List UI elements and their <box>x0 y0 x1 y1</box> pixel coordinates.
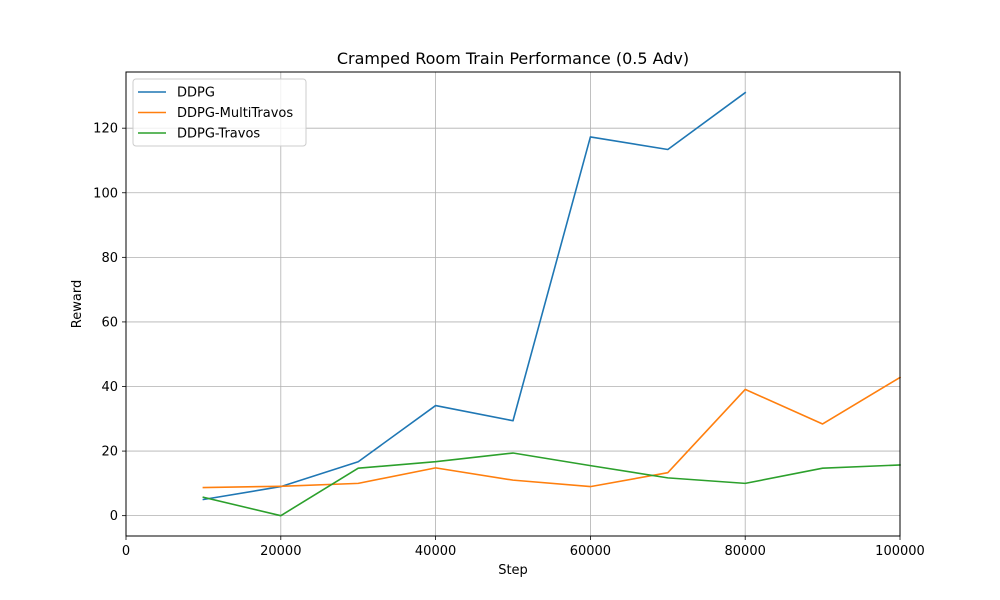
legend-label: DDPG <box>177 86 215 101</box>
plot-frame <box>125 71 901 537</box>
y-tick-label: 120 <box>93 122 118 137</box>
x-tick-label: 60000 <box>570 544 611 559</box>
series-line-ddpg <box>202 91 747 501</box>
y-axis-ticks: 0 20 40 60 80 100 120 <box>93 122 126 524</box>
y-tick-label: 20 <box>101 445 118 460</box>
y-tick-label: 60 <box>101 315 118 330</box>
legend-label: DDPG-Travos <box>177 127 260 142</box>
x-tick-label: 100000 <box>875 544 925 559</box>
x-tick-label: 20000 <box>260 544 301 559</box>
y-tick-label: 0 <box>110 509 118 524</box>
y-tick-label: 40 <box>101 380 118 395</box>
x-tick-label: 40000 <box>415 544 456 559</box>
chart-title: Cramped Room Train Performance (0.5 Adv) <box>337 49 689 68</box>
series-line-ddpg-multitravos <box>202 376 902 489</box>
x-tick-label: 80000 <box>725 544 766 559</box>
series-line-ddpg-travos <box>202 452 901 517</box>
legend-box <box>132 78 307 147</box>
legend-label: DDPG-MultiTravos <box>177 106 293 121</box>
x-axis-ticks: 0 20000 40000 60000 80000 100000 <box>122 536 925 559</box>
x-tick-label: 0 <box>122 544 130 559</box>
y-tick-label: 100 <box>93 186 118 201</box>
legend: DDPG DDPG-MultiTravos DDPG-Travos <box>132 78 307 147</box>
x-axis-label: Step <box>498 563 528 578</box>
y-tick-label: 80 <box>101 251 118 266</box>
y-axis-label: Reward <box>70 280 85 328</box>
series-lines <box>202 91 902 517</box>
